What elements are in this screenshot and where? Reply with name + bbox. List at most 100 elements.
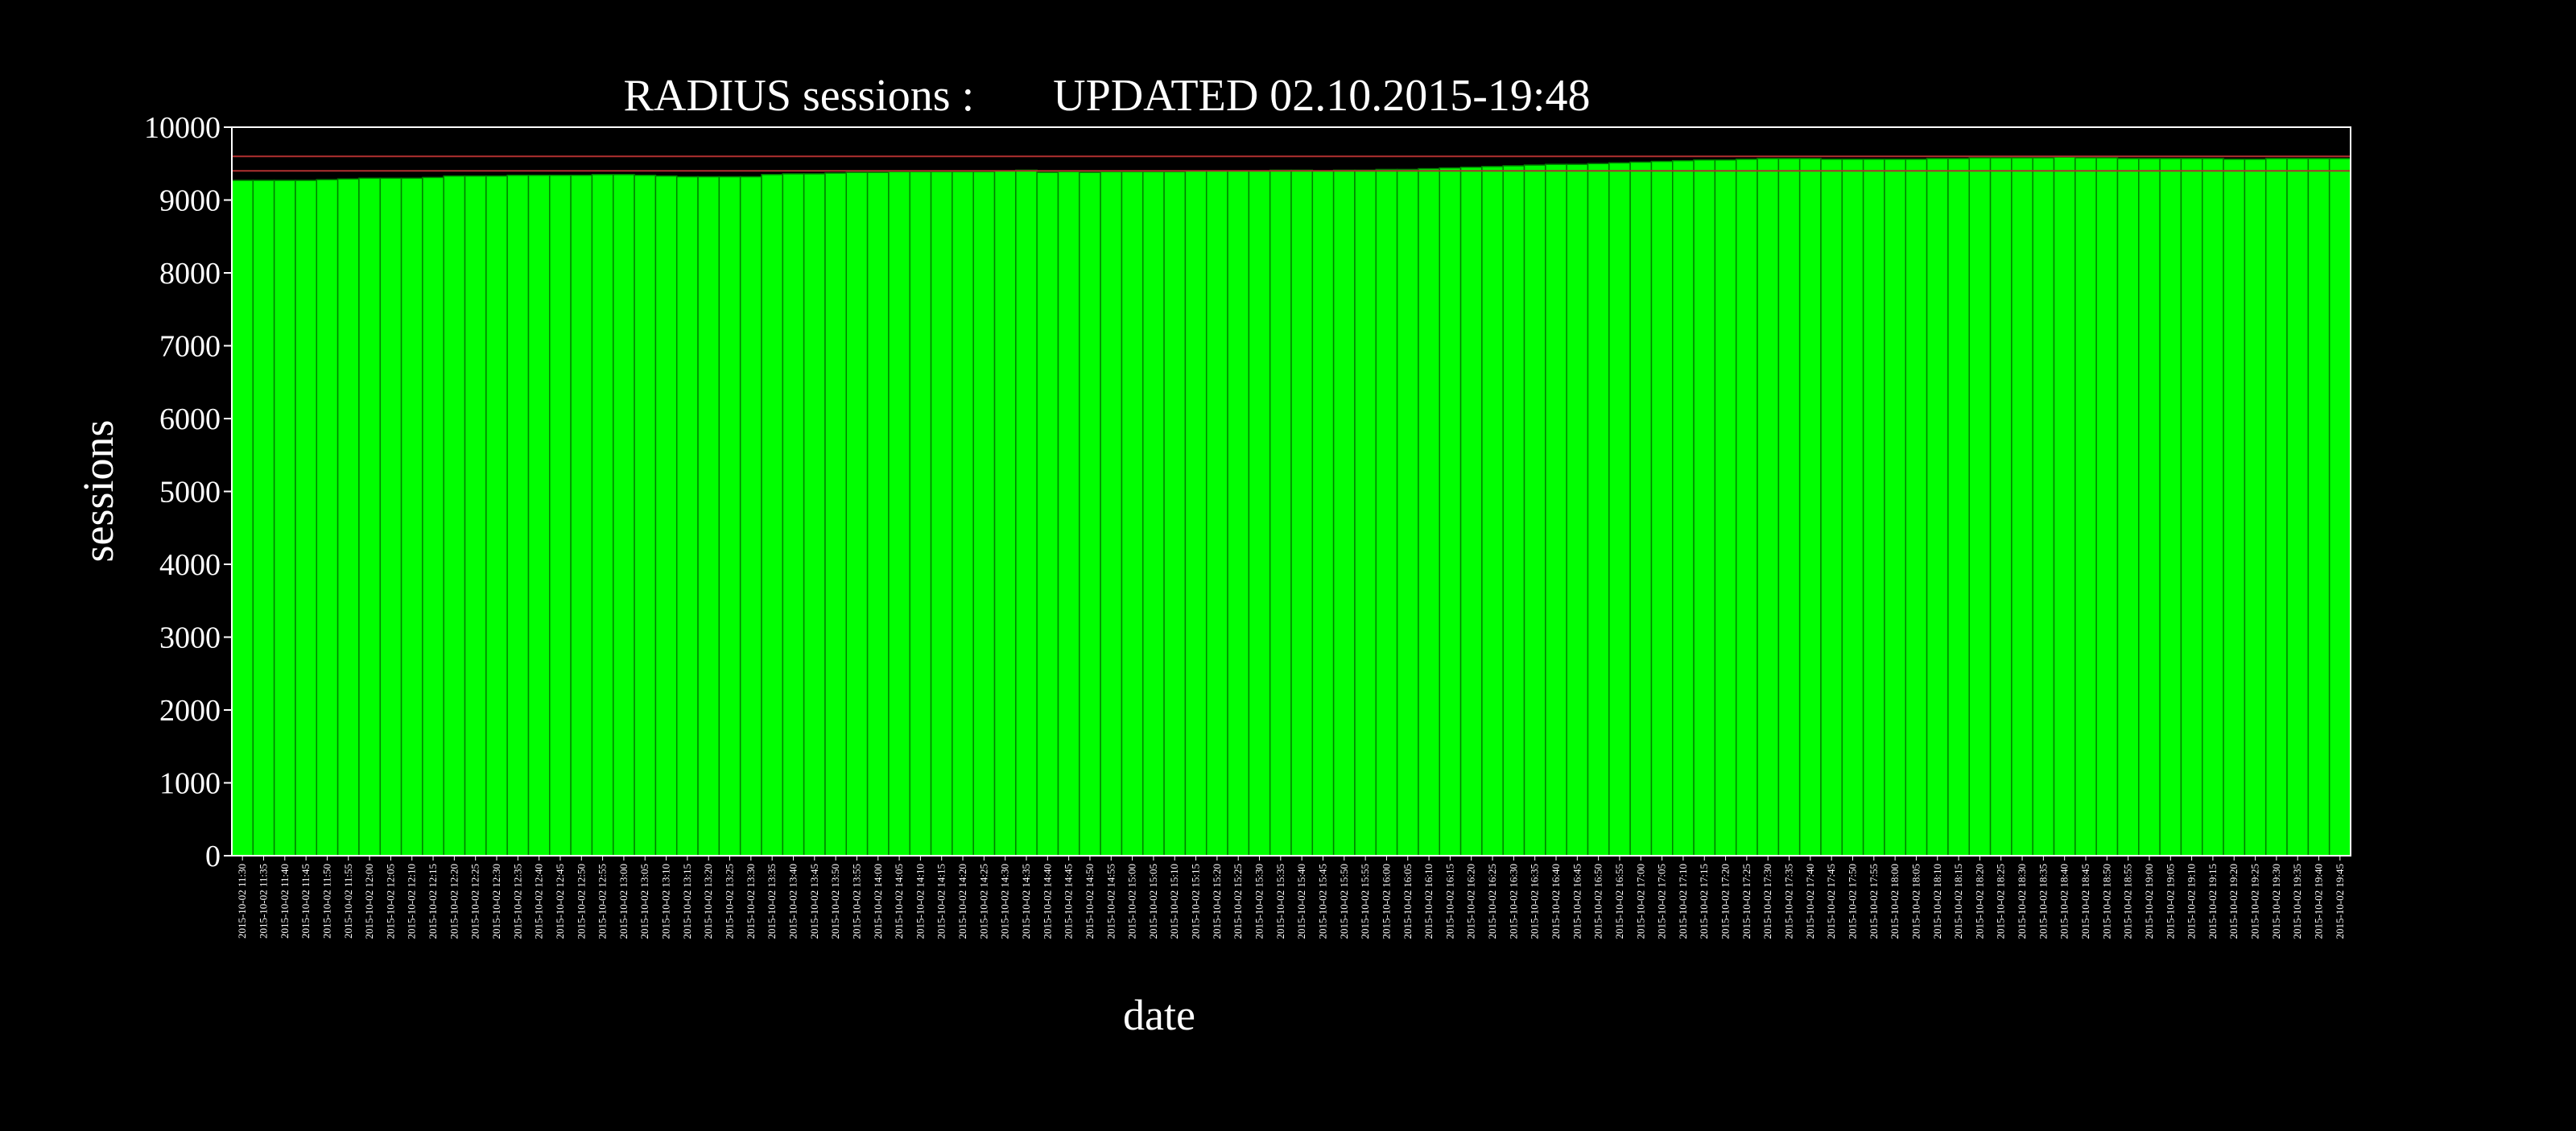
bar bbox=[231, 180, 254, 857]
x-tick-label: 2015-10-02 15:50 bbox=[1338, 864, 1350, 939]
bar bbox=[1142, 171, 1165, 857]
x-tick-label: 2015-10-02 19:25 bbox=[2249, 864, 2261, 939]
bar bbox=[1248, 170, 1271, 857]
bar bbox=[952, 171, 974, 857]
x-tick-label: 2015-10-02 17:20 bbox=[1719, 864, 1732, 939]
x-tick-label: 2015-10-02 19:45 bbox=[2334, 864, 2346, 939]
bar bbox=[888, 171, 910, 857]
x-tick-label: 2015-10-02 14:45 bbox=[1063, 864, 1075, 939]
bar bbox=[2095, 157, 2119, 857]
x-tick-label: 2015-10-02 13:55 bbox=[850, 864, 862, 939]
bar bbox=[2328, 158, 2351, 857]
x-tick-label: 2015-10-02 16:55 bbox=[1613, 864, 1625, 939]
x-tick-label: 2015-10-02 17:40 bbox=[1804, 864, 1816, 939]
bar bbox=[2264, 158, 2288, 857]
bar bbox=[570, 174, 593, 857]
bar bbox=[316, 179, 339, 857]
bar bbox=[1566, 163, 1589, 857]
bar bbox=[2180, 158, 2203, 857]
x-tick-label: 2015-10-02 12:00 bbox=[363, 864, 375, 939]
bar bbox=[1757, 158, 1780, 857]
bar bbox=[1672, 159, 1695, 857]
bar bbox=[718, 175, 741, 857]
x-tick-label: 2015-10-02 15:10 bbox=[1168, 864, 1180, 939]
x-tick-label: 2015-10-02 17:25 bbox=[1740, 864, 1752, 939]
x-tick-label: 2015-10-02 16:05 bbox=[1402, 864, 1414, 939]
bar bbox=[1735, 159, 1758, 857]
x-tick-label: 2015-10-02 14:50 bbox=[1084, 864, 1096, 939]
x-tick-label: 2015-10-02 16:25 bbox=[1486, 864, 1498, 939]
bar bbox=[1036, 171, 1059, 857]
x-tick-label: 2015-10-02 17:55 bbox=[1868, 864, 1880, 939]
x-tick-label: 2015-10-02 13:25 bbox=[724, 864, 736, 939]
bar bbox=[993, 170, 1017, 857]
x-tick-label: 2015-10-02 19:20 bbox=[2227, 864, 2240, 939]
x-tick-label: 2015-10-02 12:55 bbox=[597, 864, 609, 939]
x-tick-label: 2015-10-02 14:40 bbox=[1041, 864, 1053, 939]
x-tick-label: 2015-10-02 19:30 bbox=[2270, 864, 2282, 939]
bar bbox=[1926, 158, 1949, 857]
x-tick-label: 2015-10-02 15:25 bbox=[1232, 864, 1244, 939]
x-tick-label: 2015-10-02 18:35 bbox=[2037, 864, 2049, 939]
x-tick-label: 2015-10-02 11:30 bbox=[236, 864, 248, 939]
y-tick-label: 8000 bbox=[159, 257, 221, 291]
bar bbox=[675, 175, 699, 857]
x-tick-label: 2015-10-02 12:40 bbox=[533, 864, 545, 939]
x-tick-label: 2015-10-02 15:35 bbox=[1274, 864, 1286, 939]
bar bbox=[1163, 171, 1187, 857]
bar bbox=[2244, 159, 2267, 857]
bar bbox=[2138, 158, 2161, 857]
x-axis-label: date bbox=[1123, 991, 1195, 1039]
chart-title: RADIUS sessions : UPDATED 02.10.2015-19:… bbox=[624, 71, 1591, 121]
bar bbox=[295, 180, 318, 857]
bar bbox=[1884, 159, 1907, 857]
bar bbox=[782, 173, 805, 857]
x-tick-label: 2015-10-02 18:25 bbox=[1995, 864, 2007, 939]
bar bbox=[2223, 159, 2246, 857]
bar bbox=[1311, 170, 1335, 857]
bar bbox=[358, 177, 381, 857]
bar bbox=[1227, 170, 1250, 857]
bar bbox=[1905, 159, 1928, 857]
x-tick-label: 2015-10-02 13:20 bbox=[702, 864, 714, 939]
bar bbox=[1205, 170, 1228, 857]
bar bbox=[422, 176, 444, 857]
x-tick-label: 2015-10-02 15:00 bbox=[1126, 864, 1138, 939]
bar bbox=[549, 174, 572, 857]
x-tick-label: 2015-10-02 11:40 bbox=[279, 864, 291, 939]
bar bbox=[252, 180, 275, 857]
x-tick-label: 2015-10-02 16:50 bbox=[1592, 864, 1604, 939]
y-tick-label: 2000 bbox=[159, 694, 221, 728]
x-tick-label: 2015-10-02 12:25 bbox=[469, 864, 481, 939]
y-tick-label: 3000 bbox=[159, 621, 221, 655]
x-tick-label: 2015-10-02 17:00 bbox=[1634, 864, 1646, 939]
x-tick-label: 2015-10-02 17:15 bbox=[1698, 864, 1710, 939]
x-tick-label: 2015-10-02 15:55 bbox=[1359, 864, 1371, 939]
bar bbox=[464, 175, 487, 857]
bar bbox=[697, 175, 720, 857]
x-tick-label: 2015-10-02 12:05 bbox=[384, 864, 396, 939]
x-tick-label: 2015-10-02 16:45 bbox=[1571, 864, 1583, 939]
bar bbox=[866, 171, 890, 857]
x-tick-label: 2015-10-02 14:20 bbox=[956, 864, 968, 939]
bar bbox=[1418, 167, 1440, 857]
bar bbox=[506, 174, 530, 857]
bar bbox=[1862, 159, 1885, 857]
bar bbox=[1947, 158, 1970, 857]
x-tick-label: 2015-10-02 14:10 bbox=[914, 864, 926, 939]
bar bbox=[803, 173, 826, 857]
y-tick-label: 7000 bbox=[159, 330, 221, 364]
x-tick-label: 2015-10-02 19:00 bbox=[2143, 864, 2155, 939]
x-tick-label: 2015-10-02 13:35 bbox=[766, 864, 778, 939]
bar bbox=[591, 174, 614, 857]
x-tick-label: 2015-10-02 14:05 bbox=[893, 864, 905, 939]
y-tick-label: 5000 bbox=[159, 476, 221, 510]
x-tick-label: 2015-10-02 15:45 bbox=[1316, 864, 1328, 939]
bar bbox=[1100, 171, 1123, 857]
x-tick-label: 2015-10-02 12:35 bbox=[511, 864, 523, 939]
bar bbox=[1439, 167, 1462, 857]
bar bbox=[1545, 163, 1567, 857]
bar bbox=[1354, 169, 1377, 857]
x-tick-label: 2015-10-02 18:30 bbox=[2016, 864, 2028, 939]
